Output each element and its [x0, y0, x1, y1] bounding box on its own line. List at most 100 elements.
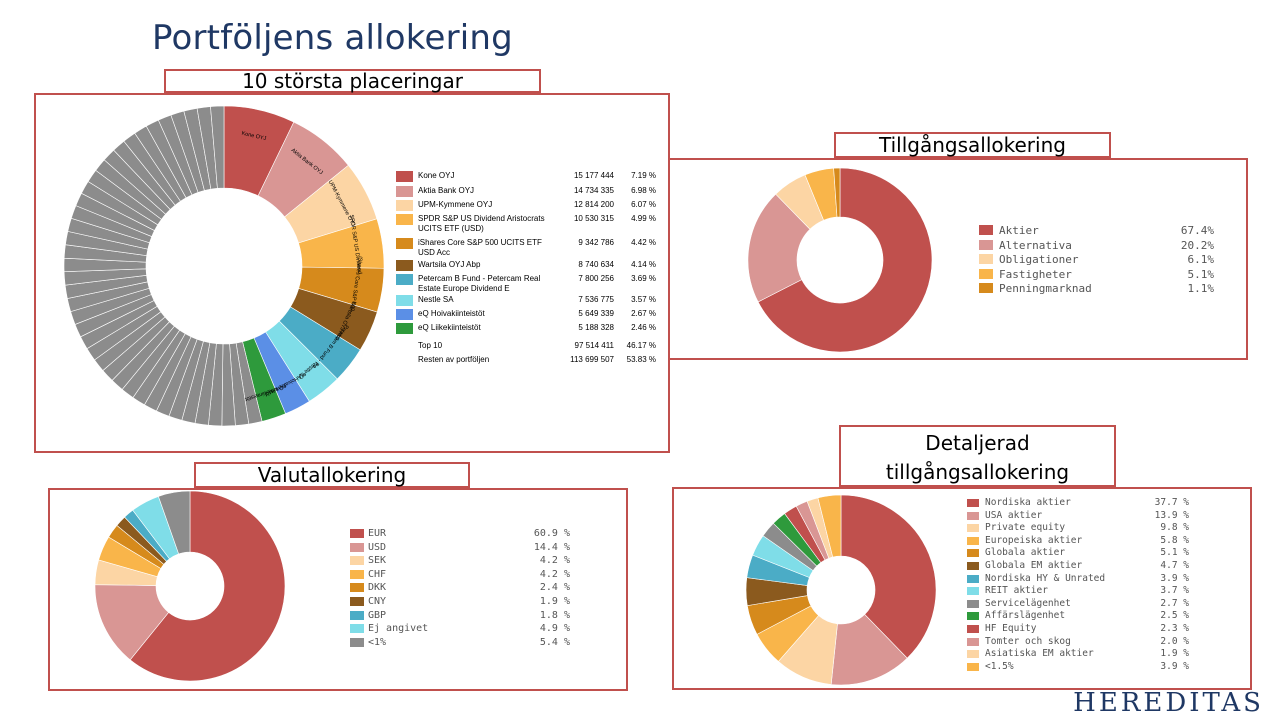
- detalj-legend-label: <1.5%: [985, 660, 1014, 672]
- detalj-legend-value: 13.9 %: [1154, 509, 1189, 521]
- top10-legend-label: eQ Hoivakiinteistöt: [418, 309, 485, 318]
- top10-legend-amount: 9 342 786: [578, 238, 614, 247]
- top10-legend-swatch: [396, 171, 413, 182]
- top10-legend-label: UPM-Kymmene OYJ: [418, 200, 493, 209]
- valuta-legend-label: CHF: [368, 568, 387, 580]
- detalj-legend-label: HF Equity: [985, 623, 1037, 634]
- top10-summary-name: Top 10: [418, 341, 443, 350]
- valuta-legend-swatch: [350, 529, 364, 538]
- detalj-slice-1-5: [817, 494, 842, 558]
- detalj-title: Detaljerad tillgångsallokering: [839, 425, 1116, 487]
- top10-summary-amount: 97 514 411: [574, 341, 614, 350]
- valuta-title: Valutallokering: [194, 462, 470, 488]
- valuta-legend-label: <1%: [368, 636, 387, 648]
- tillgang-panel: Aktier 67.4% Alternativa 20.2% Obligationer 6…: [668, 158, 1248, 360]
- top10-summary-name: Resten av portföljen: [418, 355, 490, 364]
- top10-legend-swatch: [396, 295, 413, 306]
- top10-legend-swatch: [396, 323, 413, 334]
- tillgang-legend-swatch: [979, 268, 993, 279]
- top10-legend-value: 6.98 %: [631, 186, 656, 195]
- detalj-legend-swatch: [967, 662, 979, 671]
- detalj-slice-nordiska-aktier: [840, 494, 937, 659]
- detalj-legend-value: 2.0 %: [1160, 635, 1189, 647]
- detalj-legend-swatch: [967, 587, 979, 596]
- detalj-legend-swatch: [967, 599, 979, 608]
- valuta-slice-1: [158, 490, 191, 555]
- top10-legend-swatch: [396, 238, 413, 249]
- valuta-legend-value: 4.9 %: [539, 623, 570, 635]
- detalj-legend-value: 3.9 %: [1160, 572, 1189, 584]
- detalj-legend-swatch: [967, 625, 979, 633]
- valuta-legend-label: CNY: [368, 596, 387, 607]
- top10-legend-swatch: [396, 186, 413, 197]
- detalj-legend-swatch: [967, 499, 979, 507]
- top10-legend-value: 2.46 %: [631, 323, 656, 332]
- tillgang-legend-swatch: [979, 225, 993, 235]
- top10-legend-label: SPDR S&P US Dividend Aristocrats UCITS E…: [418, 214, 545, 233]
- detalj-panel: Nordiska aktier 37.7 % USA aktier 13.9 % Pri…: [672, 487, 1252, 690]
- detalj-legend-swatch: [967, 612, 979, 621]
- detalj-legend-value: 3.9 %: [1160, 660, 1189, 672]
- valuta-legend-value: 1.9 %: [539, 596, 570, 607]
- detalj-legend-label: Private equity: [985, 522, 1066, 534]
- tillgang-legend-value: 1.1%: [1187, 282, 1215, 295]
- detalj-legend-label: Globala EM aktier: [985, 560, 1083, 571]
- top10-legend-label: Aktia Bank OYJ: [418, 186, 475, 195]
- valuta-legend-value: 4.2 %: [539, 555, 570, 567]
- top10-legend-label: Kone OYJ: [418, 171, 455, 180]
- top10-legend-value: 6.07 %: [631, 200, 656, 209]
- tillgang-donut-chart: [747, 167, 933, 353]
- brand-logo: HEREDITAS: [1073, 688, 1264, 718]
- detalj-legend-label: USA aktier: [985, 509, 1043, 521]
- valuta-legend-swatch: [350, 542, 364, 552]
- valuta-legend-label: SEK: [368, 555, 387, 567]
- top10-summary-pct: 53.83 %: [626, 355, 656, 364]
- top10-legend-label: Nestle SA: [418, 295, 454, 304]
- tillgang-legend-value: 20.2%: [1180, 238, 1214, 252]
- valuta-legend-label: EUR: [368, 528, 387, 539]
- tillgang-legend-value: 67.4%: [1180, 224, 1214, 237]
- top10-slice-label: Kone OYJ: [241, 131, 267, 143]
- detalj-legend-swatch: [967, 549, 979, 558]
- valuta-legend-swatch: [350, 624, 364, 634]
- tillgang-legend-value: 5.1%: [1187, 267, 1215, 281]
- top10-legend-value: 3.69 %: [631, 274, 656, 283]
- top10-legend-swatch: [396, 274, 413, 285]
- top10-legend-value: 4.99 %: [631, 214, 656, 223]
- detalj-legend-value: 2.5 %: [1160, 610, 1189, 622]
- detalj-legend-swatch: [967, 574, 979, 583]
- detalj-legend-label: Asiatiska EM aktier: [985, 648, 1094, 660]
- valuta-legend-swatch: [350, 610, 364, 620]
- detalj-legend-swatch: [967, 524, 979, 533]
- top10-legend-amount: 15 177 444: [573, 171, 614, 180]
- top10-legend-value: 4.42 %: [631, 238, 656, 247]
- top10-legend-label: eQ Liikekiinteistöt: [418, 323, 481, 332]
- page-title: Portföljens allokering: [152, 18, 513, 58]
- top10-legend-label: Petercam B Fund - Petercam Real Estate E…: [418, 274, 541, 293]
- detalj-title-line-1: Detaljerad: [925, 431, 1030, 455]
- detalj-donut-chart: [745, 494, 937, 686]
- valuta-legend-swatch: [350, 583, 364, 593]
- tillgang-slice-aktier: [757, 167, 933, 353]
- valuta-legend-value: 60.9 %: [533, 528, 570, 539]
- detalj-legend-swatch: [967, 562, 979, 570]
- detalj-legend-value: 1.9 %: [1160, 648, 1189, 660]
- top10-legend-swatch: [396, 309, 413, 320]
- valuta-panel: EUR 60.9 % USD 14.4 % SEK 4.2 % CHF 4.2 % DKK 2.4…: [48, 488, 628, 691]
- top10-summary-pct: 46.17 %: [626, 341, 656, 350]
- valuta-legend-value: 14.4 %: [533, 541, 570, 553]
- valuta-legend-label: GBP: [368, 609, 387, 621]
- detalj-legend-swatch: [967, 511, 979, 520]
- detalj-legend-value: 5.1 %: [1160, 547, 1189, 559]
- detalj-legend-label: Affärslägenhet: [985, 610, 1066, 622]
- detalj-legend-value: 2.3 %: [1160, 623, 1189, 634]
- top10-legend-amount: 7 800 256: [578, 274, 614, 283]
- top10-legend-amount: 5 649 339: [578, 309, 614, 318]
- detalj-title-line-2: tillgångsallokering: [885, 460, 1070, 484]
- top10-legend-amount: 5 188 328: [578, 323, 614, 332]
- detalj-legend-value: 4.7 %: [1160, 560, 1189, 571]
- detalj-legend-swatch: [967, 637, 979, 646]
- valuta-legend-label: USD: [368, 541, 387, 553]
- tillgang-legend-swatch: [979, 254, 993, 264]
- top10-legend-swatch: [396, 260, 413, 271]
